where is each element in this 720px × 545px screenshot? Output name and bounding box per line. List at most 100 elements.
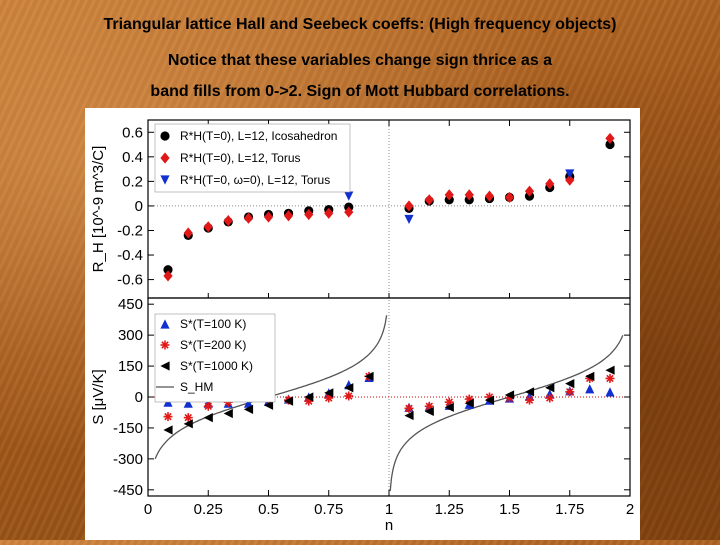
xtick-label: 0 (144, 501, 152, 518)
rh-series-2-point (344, 206, 354, 218)
upper-ytick-label: 0.6 (122, 124, 143, 141)
s-series-3-point (424, 406, 434, 417)
upper-legend-label: R*H(T=0), L=12, Icosahedron (180, 129, 337, 143)
rh-series-2-point (504, 191, 515, 203)
rh-series-2-point (464, 189, 474, 201)
s-series-3-point (203, 413, 213, 423)
lower-legend-swatch (160, 319, 170, 329)
upper-ytick-label: 0.2 (122, 173, 143, 190)
xtick-label: 1.25 (435, 501, 464, 518)
s-series-3-point (183, 419, 193, 429)
shm-curve-right (389, 334, 624, 492)
rh-series-2-point (545, 178, 555, 190)
rh-series-2-point (565, 174, 575, 186)
lower-ytick-label: 300 (118, 327, 143, 344)
rh-series-2-point (183, 227, 193, 239)
upper-legend-swatch (160, 152, 170, 164)
s-series-3-point (263, 400, 274, 410)
lower-legend-label: S*(T=1000 K) (180, 359, 253, 373)
s-series-3-point (605, 365, 615, 375)
s-series-3-point (585, 371, 595, 381)
upper-legend-swatch (160, 131, 170, 141)
rh-series-2-point (263, 211, 274, 223)
s-series-2-point (344, 391, 354, 401)
lower-legend-label: S_HM (180, 380, 213, 394)
lower-legend-swatch (160, 361, 170, 371)
s-series-3-point (163, 425, 173, 435)
rh-series-1-point (163, 265, 173, 275)
rh-series-2-point (605, 132, 615, 145)
rh-series-2-point (324, 207, 334, 219)
s-series-3-point (304, 392, 314, 402)
rh-series-2-point (203, 221, 213, 233)
upper-legend-label: R*H(T=0), L=12, Torus (180, 151, 301, 165)
xtick-label: 1 (385, 501, 393, 518)
s-series-2-point (525, 395, 535, 405)
slide-title-line-2: Notice that these variables change sign … (167, 52, 553, 69)
upper-ytick-label: -0.4 (117, 247, 143, 264)
lower-legend-label: S*(T=200 K) (180, 338, 246, 352)
s-series-3-point (524, 387, 535, 397)
upper-ytick-label: 0 (135, 198, 143, 215)
upper-legend-label: R*H(T=0, ω=0), L=12, Torus (180, 173, 330, 187)
s-series-1-point (243, 398, 254, 408)
s-series-2-point (404, 403, 414, 413)
lower-ytick-label: 0 (135, 389, 143, 406)
lower-ytick-label: 150 (118, 358, 143, 375)
upper-legend-swatch (160, 175, 170, 185)
rh-series-2-point (304, 208, 314, 221)
s-series-3-point (404, 410, 414, 421)
s-series-2-point (545, 393, 555, 403)
upper-ytick-label: -0.2 (117, 222, 143, 239)
x-axis-label: n (385, 517, 393, 534)
rh-series-3-point (344, 191, 354, 201)
s-series-3-point (364, 371, 374, 381)
rh-series-2-point (444, 189, 454, 201)
rh-series-3-point (565, 169, 575, 179)
lower-ytick-label: -300 (113, 451, 143, 468)
upper-ytick-label: 0.4 (122, 149, 143, 166)
s-series-3-point (223, 408, 233, 419)
s-series-2-point (163, 412, 173, 422)
upper-ytick-label: -0.6 (117, 272, 143, 289)
s-series-3-point (484, 395, 495, 405)
slide-title-line-1: Triangular lattice Hall and Seebeck coef… (103, 16, 617, 33)
s-series-1-point (585, 384, 595, 394)
s-series-3-point (243, 404, 254, 414)
s-series-3-point (283, 396, 294, 406)
lower-legend-box (154, 313, 276, 403)
s-series-3-point (324, 388, 334, 398)
lower-ytick-label: -150 (113, 420, 143, 437)
xtick-label: 1.5 (499, 501, 520, 518)
lower-ytick-label: -450 (113, 482, 143, 499)
xtick-label: 2 (626, 501, 634, 518)
s-series-3-point (444, 402, 454, 412)
s-series-3-point (545, 383, 555, 393)
rh-series-3-point (404, 214, 414, 225)
s-series-3-point (344, 383, 354, 393)
rh-series-2-point (484, 190, 495, 202)
rh-series-2-point (163, 270, 173, 282)
s-series-2-point (605, 373, 615, 383)
rh-series-2-point (243, 212, 254, 224)
lower-legend-label: S*(T=100 K) (180, 317, 246, 331)
s-series-3-point (504, 390, 515, 400)
s-series-3-point (565, 378, 575, 389)
rh-series-2-point (524, 185, 535, 197)
figure-panel: -0.6 -0.4 -0.2 0 0.2 0.4 0.6 -450 -300 -150 0 150 30… (85, 108, 640, 540)
lower-y-axis-label: S [μV/K] (90, 369, 107, 424)
xtick-label: 0.25 (194, 501, 223, 518)
rh-series-1-point (605, 139, 615, 150)
s-series-2-point (183, 413, 193, 423)
chart-svg: -0.6 -0.4 -0.2 0 0.2 0.4 0.6 -450 -300 -150 0 150 30… (90, 119, 634, 534)
s-series-3-point (464, 398, 474, 408)
s-series-2-point (565, 387, 575, 397)
xtick-label: 0.75 (314, 501, 343, 518)
xtick-label: 1.75 (555, 501, 584, 518)
slide-title-line-3: band fills from 0->2. Sign of Mott Hubba… (150, 83, 570, 100)
lower-legend-swatch (160, 340, 170, 350)
rh-series-2-point (223, 215, 233, 227)
rh-series-2-point (424, 194, 434, 206)
s-series-1-point (183, 398, 193, 408)
rh-series-2-point (404, 200, 414, 212)
